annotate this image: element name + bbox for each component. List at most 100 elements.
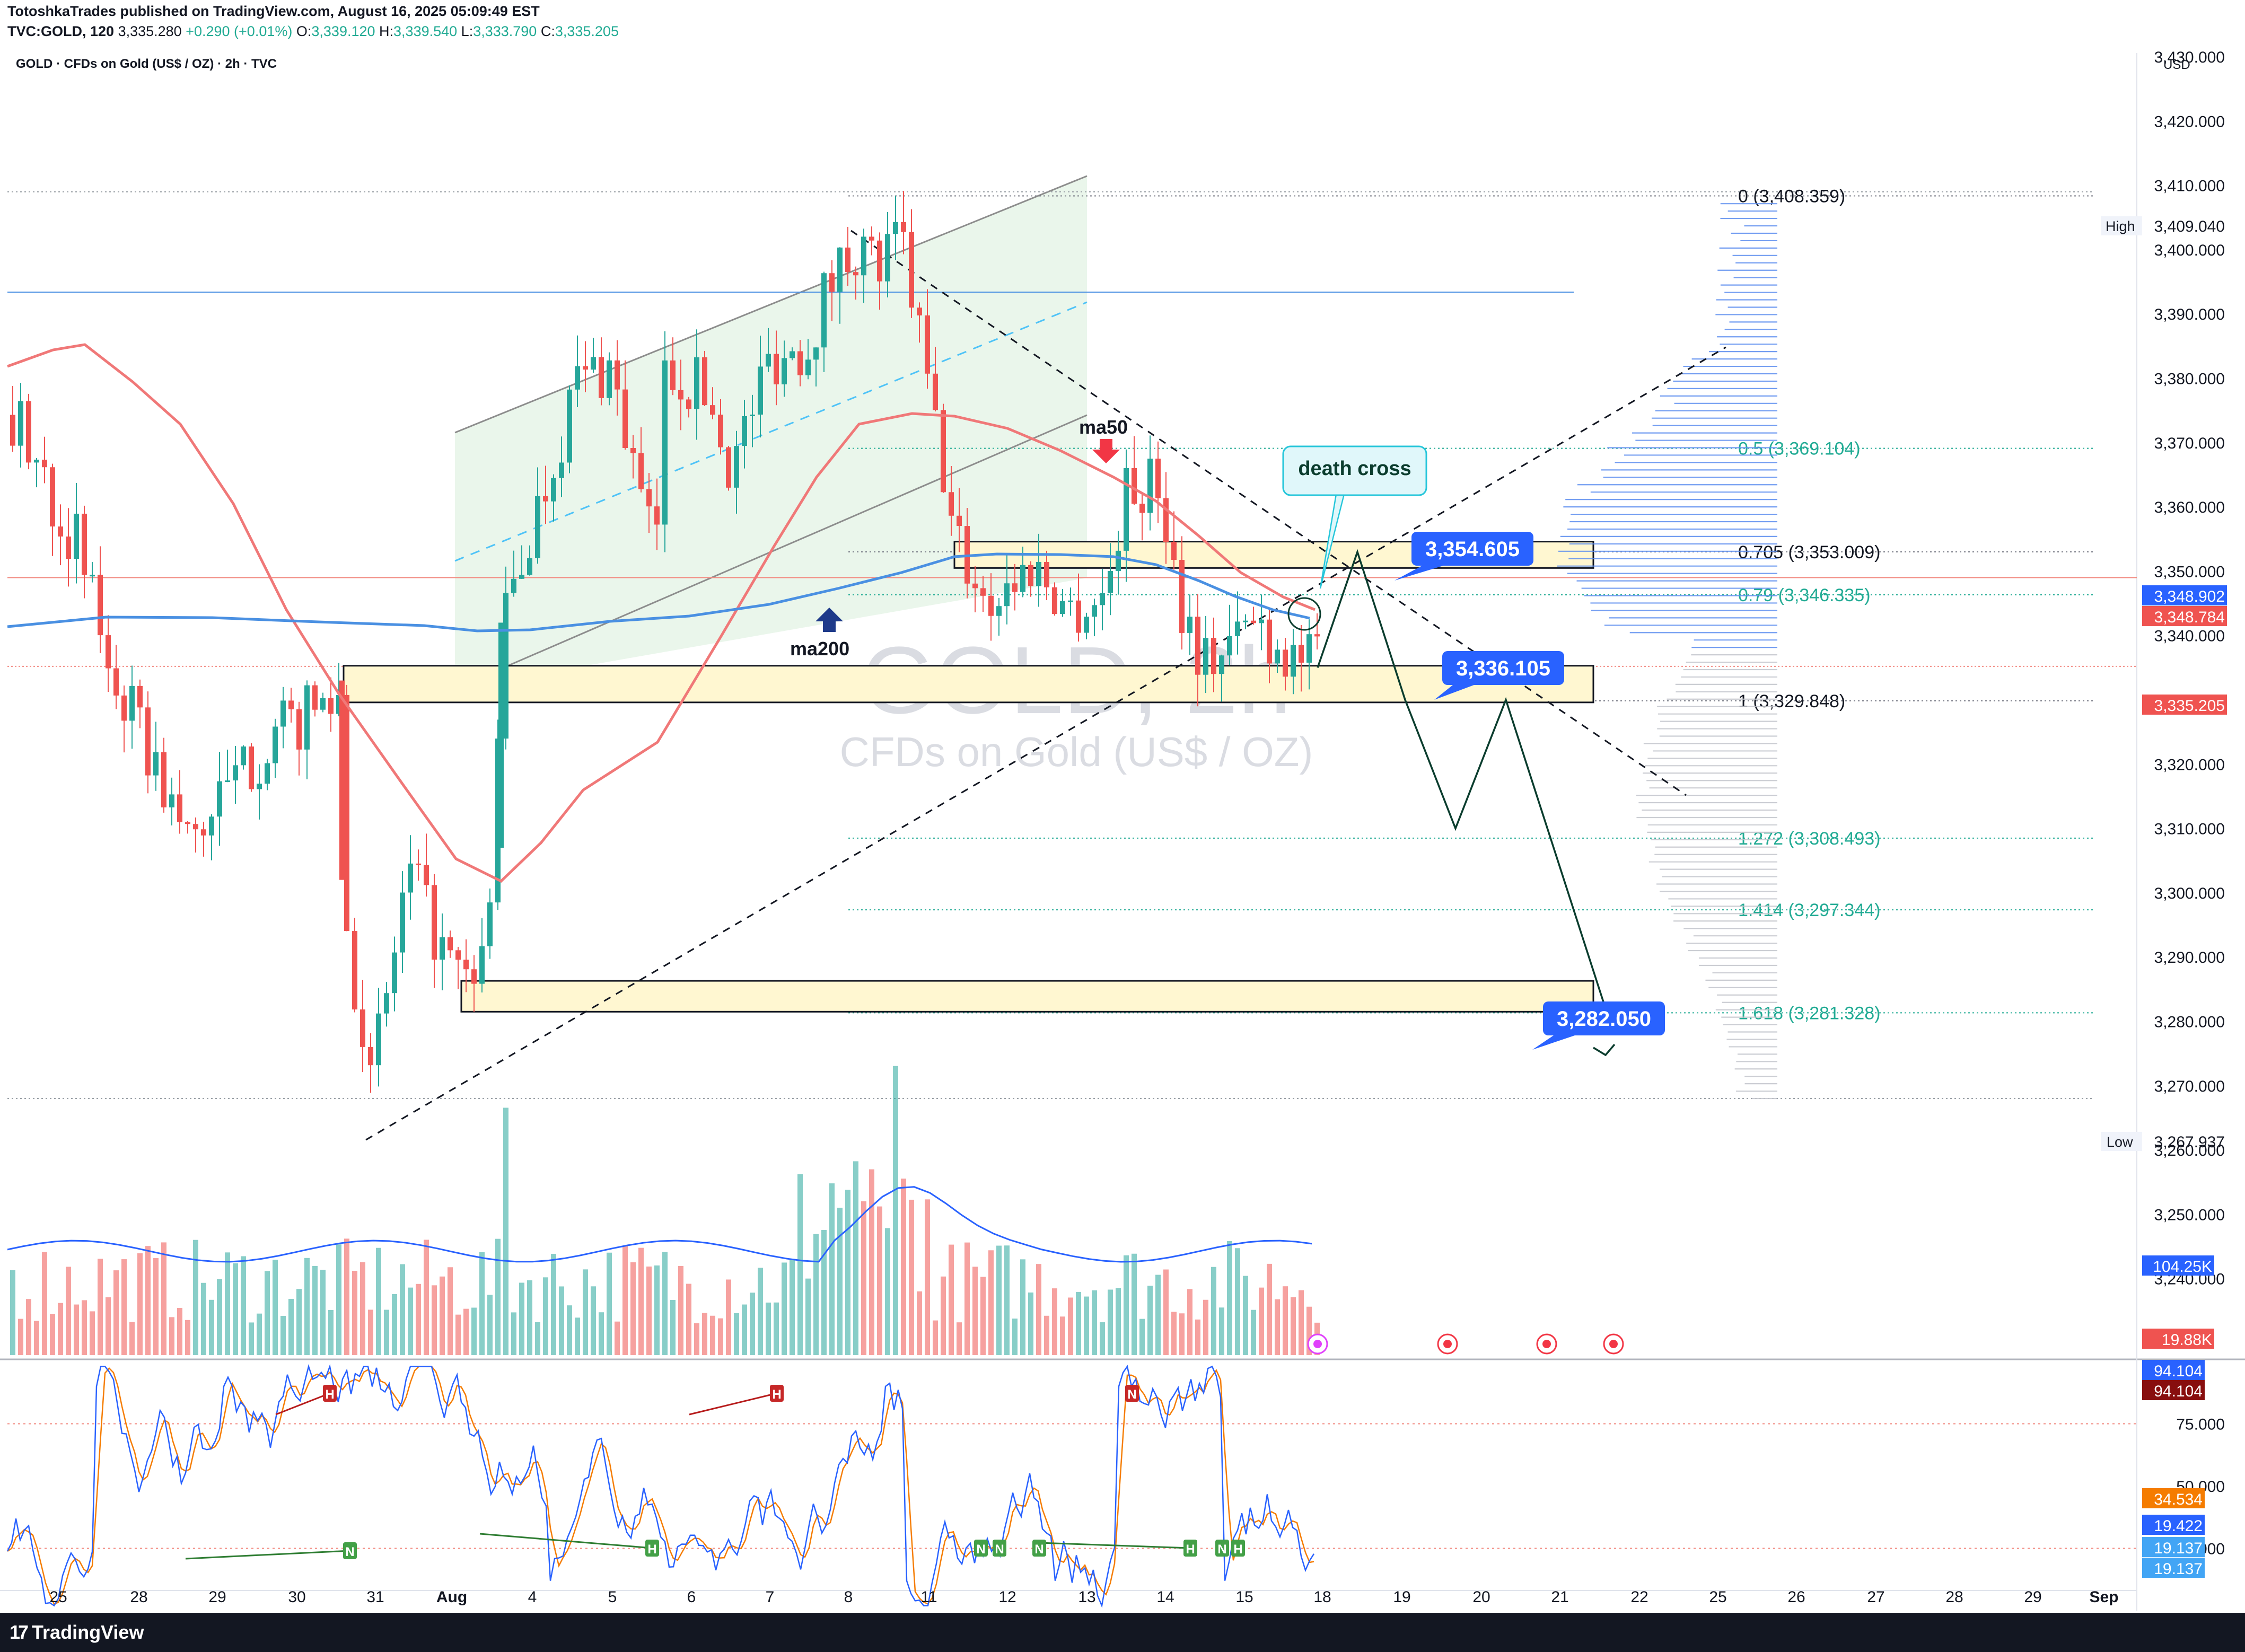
fib-label: 1 (3,329.848) bbox=[1738, 691, 1845, 711]
volume-bar bbox=[1219, 1307, 1224, 1355]
candle-body bbox=[1211, 638, 1216, 674]
volume-bar bbox=[861, 1201, 866, 1355]
volume-bar bbox=[1124, 1255, 1129, 1355]
volume-bar bbox=[885, 1228, 890, 1355]
candle-body bbox=[217, 781, 222, 817]
candle-body bbox=[742, 416, 747, 446]
stoch-k-line bbox=[6, 1364, 1315, 1608]
volume-bar bbox=[543, 1277, 548, 1355]
candle-body bbox=[1203, 638, 1208, 675]
volume-bar bbox=[766, 1302, 771, 1355]
stoch-badge-bg bbox=[2142, 1488, 2205, 1508]
tradingview-logo[interactable]: 17 TradingView bbox=[10, 1621, 144, 1643]
low-tag-bg bbox=[2101, 1132, 2142, 1151]
candle-body bbox=[1187, 617, 1192, 633]
stoch-badge-bg bbox=[2142, 1537, 2205, 1557]
candle-body bbox=[129, 686, 135, 721]
volume-bar bbox=[201, 1282, 206, 1355]
volume-bar bbox=[702, 1313, 707, 1355]
candle-body bbox=[559, 462, 564, 478]
time-axis-tick: 31 bbox=[366, 1588, 384, 1606]
volume-bar bbox=[336, 1244, 341, 1355]
volume-bar bbox=[1187, 1289, 1192, 1355]
stoch-badge: 19.137 bbox=[2154, 1560, 2203, 1578]
volume-bar bbox=[471, 1307, 477, 1355]
time-axis-tick: 13 bbox=[1078, 1588, 1095, 1606]
volume-bar bbox=[591, 1286, 596, 1355]
volume-bar bbox=[853, 1161, 858, 1355]
volume-bar bbox=[901, 1179, 906, 1355]
volume-bar bbox=[805, 1278, 811, 1355]
fib-label: 1.618 (3,281.328) bbox=[1738, 1003, 1880, 1023]
time-axis-tick: 8 bbox=[844, 1588, 853, 1606]
time-axis-tick: 20 bbox=[1472, 1588, 1490, 1606]
candle-body bbox=[1306, 634, 1312, 663]
volume-bar bbox=[678, 1266, 683, 1355]
target-callout-1-pointer bbox=[1395, 566, 1443, 581]
time-axis-tick: 28 bbox=[1945, 1588, 1963, 1606]
candle-body bbox=[941, 410, 946, 493]
candle-body bbox=[869, 236, 874, 241]
volume-bar bbox=[344, 1238, 349, 1355]
candle-body bbox=[328, 698, 334, 714]
candle-body bbox=[121, 695, 127, 721]
candle-body bbox=[241, 746, 246, 766]
volume-bar bbox=[98, 1259, 103, 1355]
candle-body bbox=[1116, 550, 1121, 571]
volume-bar bbox=[917, 1291, 922, 1355]
candle-body bbox=[615, 360, 620, 390]
candle-body bbox=[718, 415, 723, 447]
ohlc-line: TVC:GOLD, 120 3,335.280 +0.290 (+0.01%) … bbox=[7, 23, 619, 39]
volume-bar bbox=[217, 1279, 222, 1355]
volume-bar bbox=[58, 1303, 63, 1355]
candle-body bbox=[519, 575, 524, 579]
volume-bar bbox=[82, 1300, 87, 1355]
candle-body bbox=[153, 752, 159, 776]
candle-body bbox=[50, 467, 55, 527]
channel-midline bbox=[454, 301, 1088, 562]
bearish-divergence-line bbox=[275, 1392, 330, 1416]
candle-body bbox=[1004, 583, 1010, 607]
candle-body bbox=[646, 489, 652, 507]
candle-body bbox=[1068, 600, 1073, 602]
candle-body bbox=[1132, 468, 1137, 504]
volume-bar bbox=[622, 1245, 628, 1355]
volume-bar bbox=[1203, 1299, 1208, 1355]
candle-body bbox=[774, 354, 779, 384]
volume-bar bbox=[1028, 1292, 1033, 1355]
bullish-divergence-line bbox=[1039, 1542, 1191, 1549]
volume-bar bbox=[1068, 1297, 1073, 1355]
volume-bar bbox=[829, 1183, 835, 1355]
candle-body bbox=[376, 1013, 381, 1066]
volume-bar bbox=[654, 1265, 660, 1355]
price-axis-tick: 3,370.000 bbox=[2154, 435, 2225, 452]
volume-bar bbox=[551, 1253, 556, 1355]
divergence-marker-label: N bbox=[1034, 1542, 1043, 1557]
volume-bar bbox=[416, 1284, 421, 1355]
close-value: 3,335.205 bbox=[555, 23, 619, 39]
time-axis-tick: 27 bbox=[1867, 1588, 1884, 1606]
volume-bar bbox=[511, 1312, 516, 1355]
volume-bar bbox=[1012, 1319, 1018, 1355]
candle-body bbox=[416, 863, 421, 865]
price-axis-tick: 3,360.000 bbox=[2154, 499, 2225, 516]
price-badge: 3,348.784 bbox=[2154, 609, 2225, 626]
divergence-marker-label: H bbox=[1233, 1542, 1242, 1557]
volume-bar bbox=[1020, 1259, 1025, 1355]
volume-bar bbox=[996, 1245, 1002, 1355]
candle-body bbox=[813, 347, 819, 360]
target-callout-3-label: 3,282.050 bbox=[1557, 1007, 1651, 1031]
price-axis-tick: 3,430.000 bbox=[2154, 49, 2225, 66]
candle-body bbox=[193, 824, 198, 830]
death-cross-pointer bbox=[1319, 494, 1345, 589]
volume-bar bbox=[583, 1269, 588, 1355]
ma200-arrow-icon bbox=[815, 608, 843, 632]
price-badge-bg bbox=[2142, 606, 2227, 626]
last-price: 3,335.280 bbox=[118, 23, 182, 39]
divergence-marker bbox=[1183, 1540, 1197, 1557]
volume-bar bbox=[964, 1242, 970, 1355]
stoch-badge-bg bbox=[2142, 1515, 2205, 1535]
time-axis-tick: 21 bbox=[1551, 1588, 1568, 1606]
candle-body bbox=[66, 536, 71, 559]
